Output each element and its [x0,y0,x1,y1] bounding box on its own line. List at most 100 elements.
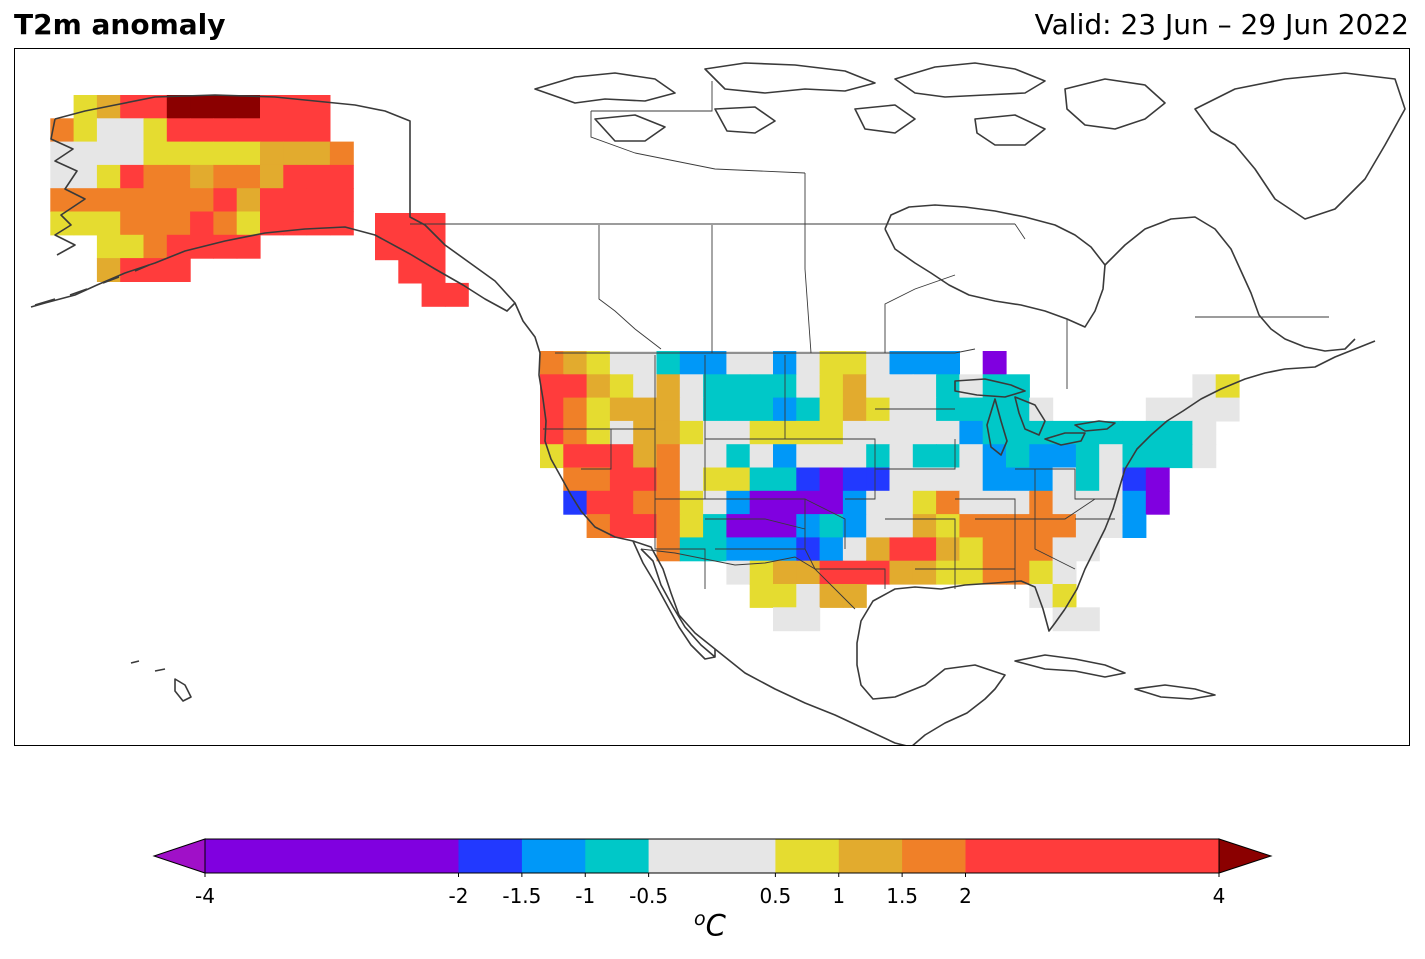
grid-cell [656,420,681,445]
political-borders [410,81,1329,610]
grid-cell [656,444,681,469]
grid-cell [50,188,75,213]
grid-cell [213,211,238,236]
grid-cell [866,444,891,469]
grid-cell [726,490,751,515]
grid-cell [1006,514,1030,538]
grid-cell [143,211,168,236]
grid-cell [1052,514,1077,538]
grid-cell [143,188,168,213]
grid-cell [166,188,191,213]
grid-cell [842,490,867,515]
mexico-us-border [640,548,856,610]
grid-cell [796,351,821,375]
grid-cell [586,397,611,422]
grid-cell [726,514,751,538]
colorbar-tick-label: -4 [195,884,215,908]
grid-cell [959,560,984,585]
grid-cell [1192,444,1217,469]
grid-cell [96,188,121,213]
grid-cell [982,397,1007,422]
grid-cell [1145,420,1170,445]
mexico-coastline [714,580,1066,745]
grid-cell [633,514,658,538]
grid-cell [1122,490,1147,515]
grid-cell [749,444,774,469]
grid-cell [329,211,354,236]
grid-cell [1052,444,1077,469]
grid-cell [866,351,891,375]
grid-cell [563,467,588,492]
grid-cell [236,188,261,213]
alaska-coastline [30,94,516,312]
grid-cell [398,236,423,261]
grid-cell [1052,537,1077,562]
grid-cell [866,537,891,562]
grid-cell [213,164,238,189]
grid-cell [306,164,331,189]
grid-cell [329,188,354,213]
grid-cell [375,213,399,237]
grid-cell [1075,537,1100,562]
grid-cell [936,490,960,515]
grid-cell [703,490,727,515]
grid-cell [889,560,914,585]
grid-cell [1029,444,1054,469]
grid-cell [540,420,564,445]
grid-cell [912,397,937,422]
colorbar-tick-label: 4 [1212,884,1226,908]
grid-cell [143,258,168,282]
grid-cell [73,95,98,119]
grid-cell [936,397,960,422]
grid-cell [1169,444,1193,469]
grid-cell [936,351,960,375]
grid-cell [679,514,704,538]
grid-cell [73,118,98,143]
grid-cell [73,141,98,166]
grid-cell [1006,420,1030,445]
grid-cell [703,444,727,469]
grid-cell [421,236,446,261]
grid-cell [1145,490,1170,515]
colorbar-unit: oC [694,908,726,943]
grid-cell [586,444,611,469]
atlantic-coastline [1064,340,1376,610]
grid-cell [796,514,821,538]
grid-cell [73,164,98,189]
colorbar-bin [838,839,903,873]
grid-cell [819,374,844,399]
grid-cell [283,118,308,143]
grid-cell [120,234,145,259]
valid-period: Valid: 23 Jun – 29 Jun 2022 [1034,8,1409,41]
grid-cell [1192,397,1217,422]
grid-cell [50,118,75,143]
pacific-coastline [514,302,716,658]
grid-cell [726,351,751,375]
grid-cell [842,397,867,422]
grid-cell [190,118,214,143]
grid-cell [889,351,914,375]
grid-cell [773,560,797,585]
grid-cell [50,211,75,236]
grid-cell [866,490,891,515]
grid-cell [1029,490,1054,515]
grid-cell [819,490,844,515]
grid-cell [1052,490,1077,515]
grid-cell [819,397,844,422]
grid-cell [120,141,145,166]
grid-cell [236,118,261,143]
colorbar-tick-label: -1.5 [502,884,542,908]
grid-cell [306,118,331,143]
grid-cell [819,444,844,469]
grid-cell [703,351,727,375]
grid-cell [1075,467,1100,492]
grid-cell [656,351,681,375]
grid-cell [609,420,634,445]
grid-cell [166,164,191,189]
grid-cell [959,397,984,422]
grid-cell [749,397,774,422]
grid-cell [283,211,308,236]
grid-cell [1075,514,1100,538]
anomaly-grid [50,95,1240,632]
grid-cell [912,444,937,469]
